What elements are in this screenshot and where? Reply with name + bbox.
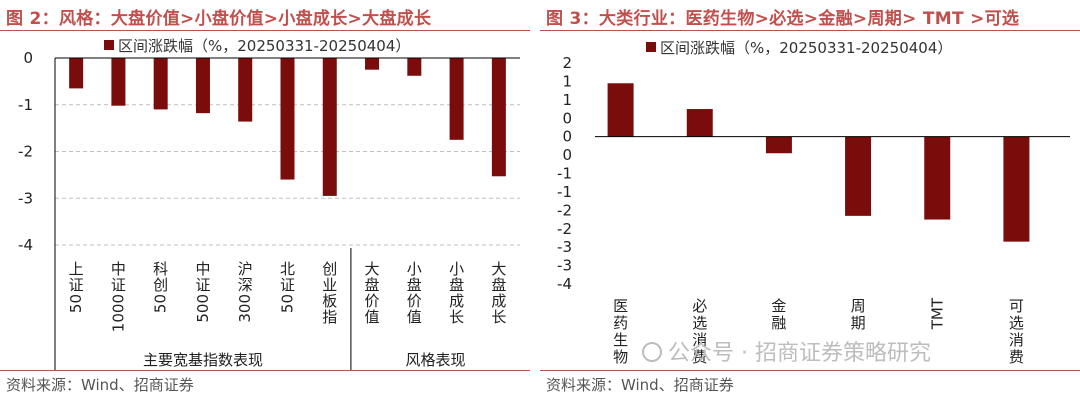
y-tick-label: -3 [18, 189, 33, 207]
x-category-label-suffix: 300 [236, 294, 254, 323]
x-category-label: 大盘价值 [365, 260, 380, 326]
bar-大盘成长 [491, 58, 506, 177]
wechat-icon [642, 342, 662, 362]
y-tick-label: 1 [562, 91, 572, 109]
right-bar-chart: 区间涨跌幅（%，20250331-20250404）211000-1-1-2-2… [557, 39, 1070, 366]
bar-小盘成长 [449, 58, 464, 140]
right-bottom-rule [540, 370, 1080, 371]
left-title-rule [0, 30, 530, 31]
group-label: 主要宽基指数表现 [143, 351, 263, 369]
y-tick-label: 0 [23, 49, 33, 67]
bar-必选消费 [686, 109, 713, 137]
bar-TMT [924, 136, 951, 220]
x-category-label-suffix: 1000 [109, 294, 127, 332]
left-bar-chart: 区间涨跌幅（%，20250331-20250404）0-1-2-3-4上证50中… [18, 37, 520, 370]
bar-创业板指 [322, 58, 337, 196]
y-tick-label: 0 [562, 146, 572, 164]
x-category-label-suffix: 500 [194, 294, 212, 323]
x-category-label: TMT [928, 297, 946, 330]
bar-上证50 [69, 58, 84, 89]
right-figure-title: 图 3：大类行业：医药生物>必选>金融>周期> TMT >可选 [546, 9, 1020, 29]
right-source-note: 资料来源：Wind、招商证券 [546, 376, 734, 394]
x-category-label-suffix: 50 [152, 294, 170, 313]
y-tick-label: -4 [557, 275, 572, 293]
right-chart-panel: 图 3：大类行业：医药生物>必选>金融>周期> TMT >可选 区间涨跌幅（%，… [540, 0, 1080, 401]
bar-金融 [765, 136, 792, 154]
legend-swatch [104, 40, 114, 50]
y-tick-label: 1 [562, 72, 572, 90]
group-label: 风格表现 [405, 351, 465, 369]
bar-中证1000 [111, 58, 126, 106]
left-figure-title: 图 2：风格：大盘价值>小盘价值>小盘成长>大盘成长 [6, 9, 432, 29]
left-bottom-rule [0, 370, 530, 371]
y-tick-label: -1 [557, 165, 572, 183]
x-category-label: 北证 [280, 260, 295, 294]
y-tick-label: -2 [557, 220, 572, 238]
y-tick-label: -2 [557, 201, 572, 219]
x-category-label: 沪深 [238, 260, 253, 294]
legend-label: 区间涨跌幅（%，20250331-20250404） [118, 37, 410, 55]
x-category-label: 中证 [111, 260, 126, 294]
left-chart-panel: 图 2：风格：大盘价值>小盘价值>小盘成长>大盘成长 区间涨跌幅（%，20250… [0, 0, 530, 401]
x-category-label: 金融 [771, 297, 786, 332]
bar-周期 [845, 136, 872, 216]
bar-中证500 [195, 58, 210, 114]
bar-沪深300 [238, 58, 253, 122]
bar-小盘价值 [407, 58, 422, 76]
y-tick-label: -2 [18, 143, 33, 161]
bar-科创50 [153, 58, 168, 110]
x-category-label: 必选消费 [692, 297, 707, 366]
y-tick-label: 0 [562, 109, 572, 127]
y-tick-label: -3 [557, 257, 572, 275]
legend-swatch [646, 42, 656, 52]
y-tick-label: 2 [562, 54, 572, 72]
x-category-label-suffix: 50 [67, 294, 85, 313]
y-tick-label: -3 [557, 238, 572, 256]
bar-可选消费 [1003, 136, 1030, 242]
watermark-text: 公众号 · 招商证券策略研究 [668, 341, 931, 366]
y-tick-label: -1 [557, 183, 572, 201]
bar-医药生物 [607, 83, 634, 137]
right-title-rule [540, 30, 1080, 31]
x-category-label: 创业板指 [322, 260, 337, 326]
x-category-label: 大盘成长 [491, 260, 506, 326]
legend-label: 区间涨跌幅（%，20250331-20250404） [660, 39, 952, 57]
x-category-label: 上证 [69, 260, 84, 294]
x-category-label-suffix: 50 [279, 294, 297, 313]
bar-北证50 [280, 58, 295, 180]
bar-大盘价值 [365, 58, 380, 70]
y-tick-label: -1 [18, 96, 33, 114]
y-tick-label: -4 [18, 236, 33, 254]
x-category-label: 小盘成长 [449, 260, 464, 326]
x-category-label: 医药生物 [613, 297, 628, 366]
x-category-label: 周期 [851, 297, 866, 332]
y-tick-label: 0 [562, 128, 572, 146]
x-category-label: 小盘价值 [407, 260, 422, 326]
x-category-label: 中证 [195, 260, 210, 294]
x-category-label: 可选消费 [1009, 297, 1024, 366]
left-source-note: 资料来源：Wind、招商证券 [6, 376, 194, 394]
x-category-label: 科创 [153, 260, 168, 294]
